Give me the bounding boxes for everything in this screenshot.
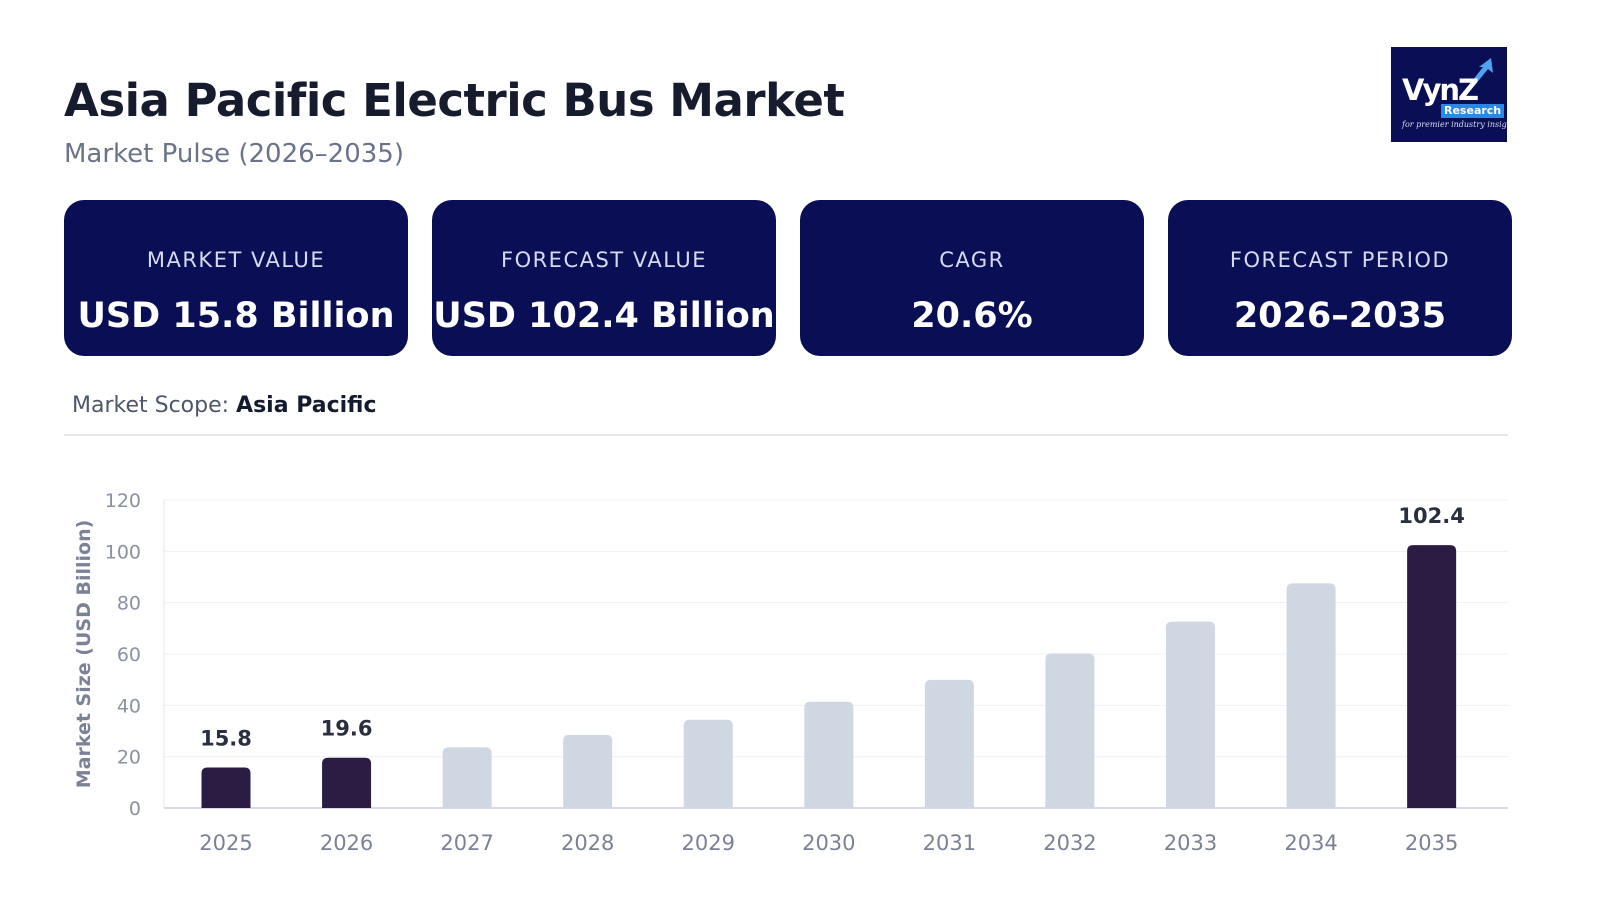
forecast-period-card: FORECAST PERIOD 2026–2035	[1168, 200, 1512, 356]
page-subtitle: Market Pulse (2026–2035)	[64, 139, 404, 169]
logo-tagline: for premier industry insights	[1402, 120, 1507, 129]
bar-2035	[1407, 545, 1457, 808]
card-value: USD 102.4 Billion	[433, 296, 775, 336]
y-tick-label: 100	[105, 541, 141, 563]
scope-value: Asia Pacific	[236, 393, 377, 418]
market-value-card: MARKET VALUE USD 15.8 Billion	[64, 200, 408, 356]
bar-2031	[924, 679, 974, 808]
bar-2032	[1045, 653, 1095, 808]
logo-research: Research	[1441, 104, 1505, 118]
card-value: 2026–2035	[1233, 296, 1447, 336]
bar-2027	[442, 747, 492, 808]
market-size-bar-chart: 0 20 40 60 80 100 120 Market Size (USD Billion)…	[73, 490, 1508, 855]
x-tick-label: 2034	[1284, 831, 1337, 855]
card-label: FORECAST VALUE	[500, 248, 707, 272]
arrow-logo-icon	[1469, 58, 1493, 85]
bar-2033	[1166, 621, 1216, 808]
bar-2029	[683, 719, 733, 808]
card-label: CAGR	[939, 248, 1005, 272]
y-tick-label: 40	[117, 695, 141, 717]
y-axis-title: Market Size (USD Billion)	[73, 520, 95, 789]
data-label-2025: 15.8	[200, 726, 252, 750]
x-tick-label: 2031	[923, 831, 976, 855]
data-label-2026: 19.6	[321, 717, 373, 741]
x-tick-label: 2027	[440, 831, 493, 855]
scope-label: Market Scope:	[72, 393, 237, 418]
card-value: 20.6%	[911, 296, 1033, 336]
x-tick-label: 2033	[1164, 831, 1217, 855]
card-label: MARKET VALUE	[146, 248, 326, 272]
bar-2034	[1286, 583, 1336, 808]
card-value: USD 15.8 Billion	[77, 296, 395, 336]
x-tick-label: 2035	[1405, 831, 1458, 855]
x-tick-label: 2032	[1043, 831, 1096, 855]
divider	[64, 434, 1508, 436]
logo-brand: VynZ	[1402, 73, 1479, 107]
y-tick-label: 60	[117, 644, 141, 666]
bar-2028	[563, 734, 613, 808]
x-tick-label: 2026	[320, 831, 373, 855]
data-label-2035: 102.4	[1398, 504, 1464, 528]
y-tick-label: 120	[105, 490, 141, 512]
vynz-research-logo: VynZ Research for premier industry insig…	[1391, 47, 1507, 142]
bar-2025	[201, 767, 251, 808]
bar-2026	[322, 757, 372, 808]
bar-2030	[804, 701, 854, 808]
y-tick-label: 0	[129, 798, 141, 820]
x-tick-label: 2025	[199, 831, 252, 855]
y-tick-label: 80	[117, 593, 141, 615]
x-tick-label: 2030	[802, 831, 855, 855]
card-label: FORECAST PERIOD	[1229, 248, 1451, 272]
x-tick-label: 2028	[561, 831, 614, 855]
cagr-card: CAGR 20.6%	[800, 200, 1144, 356]
x-tick-label: 2029	[682, 831, 735, 855]
forecast-value-card: FORECAST VALUE USD 102.4 Billion	[432, 200, 776, 356]
market-scope: Market Scope: Asia Pacific	[72, 393, 377, 418]
page-title: Asia Pacific Electric Bus Market	[64, 74, 845, 127]
y-tick-label: 20	[117, 747, 141, 769]
